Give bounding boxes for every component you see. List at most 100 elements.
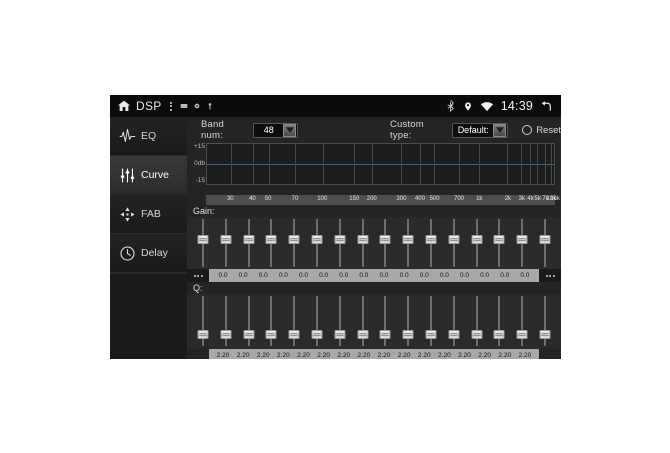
q-sliders — [187, 294, 561, 349]
gain-slider[interactable] — [197, 217, 209, 269]
q-slider[interactable] — [220, 294, 232, 349]
band-num-select[interactable]: 48 — [253, 122, 299, 138]
gain-slider-handle[interactable] — [516, 235, 528, 244]
gain-slider[interactable] — [357, 217, 369, 269]
gain-slider-handle[interactable] — [402, 235, 414, 244]
gain-value: 0.0 — [500, 272, 510, 279]
gain-slider[interactable] — [448, 217, 460, 269]
location-pin-icon — [463, 100, 473, 113]
q-slider-handle[interactable] — [357, 330, 369, 339]
q-slider-handle[interactable] — [425, 330, 437, 339]
more-horizontal-icon[interactable] — [187, 269, 209, 282]
q-slider-handle[interactable] — [288, 330, 300, 339]
gain-slider-handle[interactable] — [379, 235, 391, 244]
q-slider[interactable] — [197, 294, 209, 349]
q-slider-handle[interactable] — [471, 330, 483, 339]
gain-slider[interactable] — [243, 217, 255, 269]
q-slider-handle[interactable] — [516, 330, 528, 339]
gain-slider-handle[interactable] — [243, 235, 255, 244]
q-slider[interactable] — [334, 294, 346, 349]
q-slider-handle[interactable] — [448, 330, 460, 339]
gain-slider-handle[interactable] — [288, 235, 300, 244]
gain-slider[interactable] — [220, 217, 232, 269]
reset-button[interactable]: Reset — [522, 125, 561, 136]
gain-slider-handle[interactable] — [334, 235, 346, 244]
q-slider[interactable] — [243, 294, 255, 349]
gain-slider[interactable] — [288, 217, 300, 269]
q-slider-track — [407, 296, 410, 346]
grid-line — [253, 144, 255, 184]
gain-slider[interactable] — [539, 217, 551, 269]
q-slider[interactable] — [539, 294, 551, 349]
graph-grid[interactable] — [206, 143, 555, 185]
more-vertical-icon[interactable] — [167, 101, 175, 111]
grid-line — [295, 144, 297, 184]
radio-unchecked-icon[interactable] — [522, 125, 533, 135]
gain-slider[interactable] — [493, 217, 505, 269]
gain-slider-handle[interactable] — [493, 235, 505, 244]
x-tick-label: 3k — [518, 196, 526, 202]
fader-balance-icon — [119, 206, 136, 223]
gain-value: 0.0 — [238, 272, 248, 279]
q-slider-handle[interactable] — [220, 330, 232, 339]
chevron-down-icon[interactable] — [283, 123, 297, 137]
q-slider[interactable] — [357, 294, 369, 349]
gain-slider[interactable] — [402, 217, 414, 269]
sidebar-item-delay[interactable]: Delay — [110, 234, 187, 273]
x-tick-label: 30 — [227, 196, 234, 202]
home-icon[interactable] — [117, 99, 131, 113]
grid-line — [554, 144, 555, 184]
sidebar-item-label: Delay — [141, 247, 168, 259]
eq-graph: +15 0db -15 — [187, 143, 555, 195]
q-slider-handle[interactable] — [539, 330, 551, 339]
q-slider[interactable] — [311, 294, 323, 349]
gain-slider[interactable] — [471, 217, 483, 269]
gain-slider[interactable] — [516, 217, 528, 269]
chevron-down-icon[interactable] — [493, 123, 507, 137]
q-slider-handle[interactable] — [379, 330, 391, 339]
sidebar-item-label: FAB — [141, 208, 161, 220]
grid-line — [231, 144, 233, 184]
gain-slider[interactable] — [379, 217, 391, 269]
sidebar-item-fab[interactable]: FAB — [110, 195, 187, 234]
q-slider[interactable] — [288, 294, 300, 349]
q-slider-handle[interactable] — [493, 330, 505, 339]
q-slider-handle[interactable] — [265, 330, 277, 339]
custom-type-select[interactable]: Default: — [452, 122, 509, 138]
gain-value: 0.0 — [439, 272, 449, 279]
q-slider-handle[interactable] — [402, 330, 414, 339]
gain-slider-handle[interactable] — [357, 235, 369, 244]
q-slider-handle[interactable] — [197, 330, 209, 339]
gain-slider-handle[interactable] — [220, 235, 232, 244]
gain-slider-handle[interactable] — [539, 235, 551, 244]
gain-slider-bank: 0.0 0.0 0.0 0.0 0.0 0.0 0.0 0.0 0.0 0.0 0.0 0.0 0.0 0… — [187, 217, 561, 282]
waveform-icon — [119, 128, 136, 145]
q-slider[interactable] — [471, 294, 483, 349]
gain-slider-handle[interactable] — [311, 235, 323, 244]
gain-slider-handle[interactable] — [448, 235, 460, 244]
q-slider[interactable] — [402, 294, 414, 349]
gain-slider[interactable] — [311, 217, 323, 269]
more-horizontal-icon[interactable] — [539, 269, 561, 282]
q-slider-track — [498, 296, 501, 346]
q-slider[interactable] — [516, 294, 528, 349]
q-slider[interactable] — [425, 294, 437, 349]
gain-slider[interactable] — [265, 217, 277, 269]
sidebar-item-curve[interactable]: Curve — [110, 156, 187, 195]
q-slider[interactable] — [265, 294, 277, 349]
gain-slider[interactable] — [334, 217, 346, 269]
sidebar-item-eq[interactable]: EQ — [110, 117, 187, 156]
back-arrow-icon[interactable] — [540, 100, 553, 113]
gain-slider[interactable] — [425, 217, 437, 269]
gain-slider-handle[interactable] — [425, 235, 437, 244]
q-slider[interactable] — [379, 294, 391, 349]
gain-slider-handle[interactable] — [197, 235, 209, 244]
q-value: 2.20 — [377, 352, 391, 359]
q-slider[interactable] — [448, 294, 460, 349]
gain-slider-handle[interactable] — [265, 235, 277, 244]
gain-slider-handle[interactable] — [471, 235, 483, 244]
q-slider-handle[interactable] — [243, 330, 255, 339]
q-slider-handle[interactable] — [334, 330, 346, 339]
q-slider[interactable] — [493, 294, 505, 349]
q-slider-handle[interactable] — [311, 330, 323, 339]
